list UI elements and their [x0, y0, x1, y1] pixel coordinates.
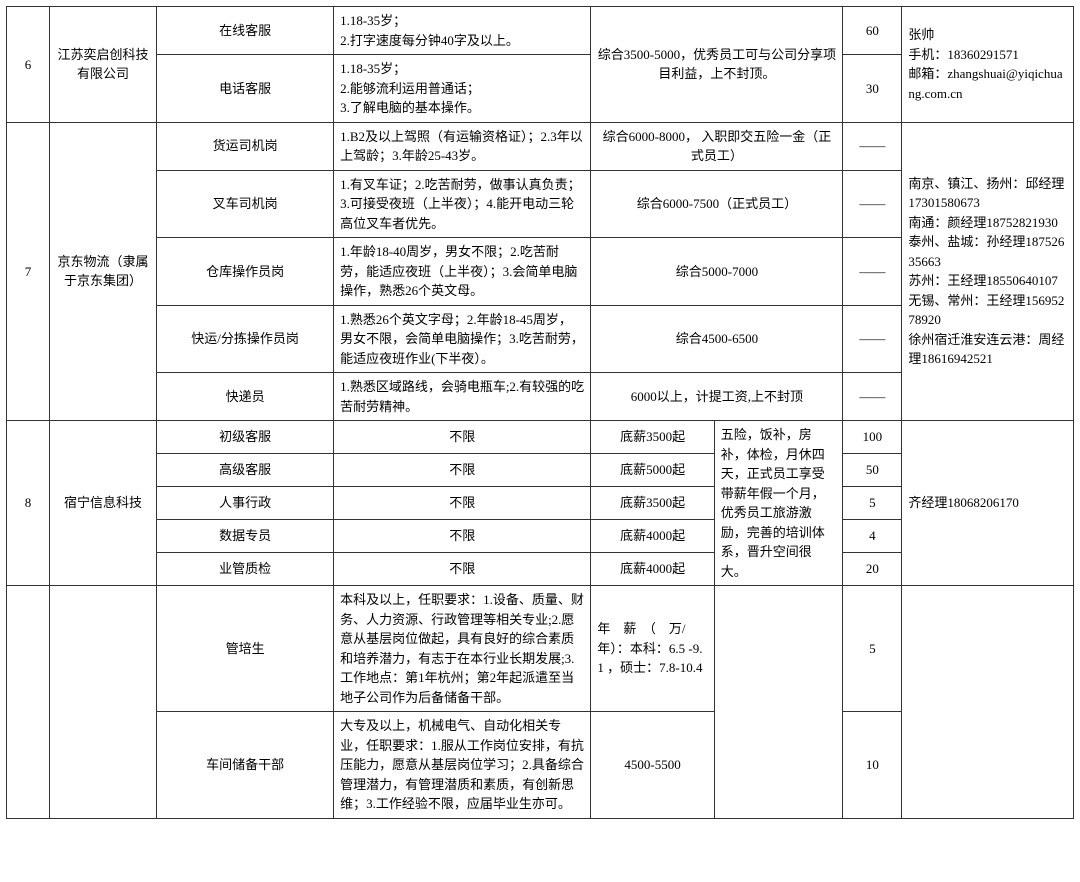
position-name: 快递员 [157, 373, 334, 421]
position-count: —— [843, 238, 902, 306]
position-requirement: 不限 [334, 520, 591, 553]
contact-info: 南京、镇江、扬州：邱经理 17301580673南通：颜经理1875282193… [902, 122, 1074, 421]
table-row: 6 江苏奕启创科技有限公司 在线客服 1.18-35岁；2.打字速度每分钟40字… [7, 7, 1074, 55]
position-count: 20 [843, 553, 902, 586]
company-name: 宿宁信息科技 [49, 421, 156, 586]
position-name: 高级客服 [157, 454, 334, 487]
salary: 底薪4000起 [591, 553, 714, 586]
position-name: 初级客服 [157, 421, 334, 454]
position-requirement: 不限 [334, 487, 591, 520]
salary: 综合4500-6500 [591, 305, 843, 373]
salary: 4500-5500 [591, 712, 714, 819]
position-count: —— [843, 373, 902, 421]
position-requirement: 大专及以上，机械电气、自动化相关专业，任职要求：1.服从工作岗位安排，有抗压能力… [334, 712, 591, 819]
position-count: 60 [843, 7, 902, 55]
salary: 6000以上，计提工资,上不封顶 [591, 373, 843, 421]
position-requirement: 1.有叉车证；2.吃苦耐劳，做事认真负责；3.可接受夜班（上半夜）；4.能开电动… [334, 170, 591, 238]
salary: 综合6000-7500（正式员工） [591, 170, 843, 238]
position-name: 在线客服 [157, 7, 334, 55]
salary: 年 薪 （ 万/年）：本科：6.5 -9.1 ，硕士：7.8-10.4 [591, 586, 714, 712]
position-name: 管培生 [157, 586, 334, 712]
contact-info: 齐经理18068206170 [902, 421, 1074, 586]
position-count: —— [843, 170, 902, 238]
salary: 底薪4000起 [591, 520, 714, 553]
position-count: 100 [843, 421, 902, 454]
position-count: 30 [843, 55, 902, 123]
company-name [49, 586, 156, 819]
benefit [714, 586, 843, 819]
position-count: 10 [843, 712, 902, 819]
salary: 底薪3500起 [591, 421, 714, 454]
position-count: 50 [843, 454, 902, 487]
position-name: 车间储备干部 [157, 712, 334, 819]
position-name: 仓库操作员岗 [157, 238, 334, 306]
position-count: 4 [843, 520, 902, 553]
position-requirement: 1.年龄18-40周岁，男女不限；2.吃苦耐劳，能适应夜班（上半夜）；3.会简单… [334, 238, 591, 306]
position-name: 业管质检 [157, 553, 334, 586]
company-name: 京东物流（隶属于京东集团） [49, 122, 156, 421]
position-name: 人事行政 [157, 487, 334, 520]
position-requirement: 本科及以上，任职要求：1.设备、质量、财务、人力资源、行政管理等相关专业;2.愿… [334, 586, 591, 712]
position-requirement: 1.熟悉26个英文字母；2.年龄18-45周岁，男女不限，会简单电脑操作；3.吃… [334, 305, 591, 373]
table-row: 7 京东物流（隶属于京东集团） 货运司机岗 1.B2及以上驾照（有运输资格证）；… [7, 122, 1074, 170]
position-count: —— [843, 122, 902, 170]
position-requirement: 不限 [334, 454, 591, 487]
salary: 综合5000-7000 [591, 238, 843, 306]
position-requirement: 1.18-35岁；2.能够流利运用普通话；3.了解电脑的基本操作。 [334, 55, 591, 123]
position-name: 数据专员 [157, 520, 334, 553]
company-name: 江苏奕启创科技有限公司 [49, 7, 156, 123]
row-index [7, 586, 50, 819]
benefit: 五险，饭补，房补，体检，月休四天，正式员工享受带薪年假一个月，优秀员工旅游激励，… [714, 421, 843, 586]
salary: 综合6000-8000， 入职即交五险一金（正式员工） [591, 122, 843, 170]
row-index: 7 [7, 122, 50, 421]
position-count: 5 [843, 487, 902, 520]
position-requirement: 1.B2及以上驾照（有运输资格证）；2.3年以上驾龄；3.年龄25-43岁。 [334, 122, 591, 170]
position-name: 快运/分拣操作员岗 [157, 305, 334, 373]
position-name: 电话客服 [157, 55, 334, 123]
position-count: —— [843, 305, 902, 373]
position-count: 5 [843, 586, 902, 712]
recruitment-table: 6 江苏奕启创科技有限公司 在线客服 1.18-35岁；2.打字速度每分钟40字… [6, 6, 1074, 819]
position-name: 叉车司机岗 [157, 170, 334, 238]
contact-info: 张帅手机：18360291571邮箱：zhangshuai@yiqichuang… [902, 7, 1074, 123]
position-name: 货运司机岗 [157, 122, 334, 170]
salary: 底薪3500起 [591, 487, 714, 520]
position-requirement: 1.熟悉区域路线，会骑电瓶车;2.有较强的吃苦耐劳精神。 [334, 373, 591, 421]
salary-benefit: 综合3500-5000，优秀员工可与公司分享项目利益，上不封顶。 [591, 7, 843, 123]
row-index: 6 [7, 7, 50, 123]
position-requirement: 1.18-35岁；2.打字速度每分钟40字及以上。 [334, 7, 591, 55]
row-index: 8 [7, 421, 50, 586]
table-row: 管培生 本科及以上，任职要求：1.设备、质量、财务、人力资源、行政管理等相关专业… [7, 586, 1074, 712]
salary: 底薪5000起 [591, 454, 714, 487]
table-row: 8 宿宁信息科技 初级客服 不限 底薪3500起 五险，饭补，房补，体检，月休四… [7, 421, 1074, 454]
position-requirement: 不限 [334, 553, 591, 586]
position-requirement: 不限 [334, 421, 591, 454]
contact-info [902, 586, 1074, 819]
